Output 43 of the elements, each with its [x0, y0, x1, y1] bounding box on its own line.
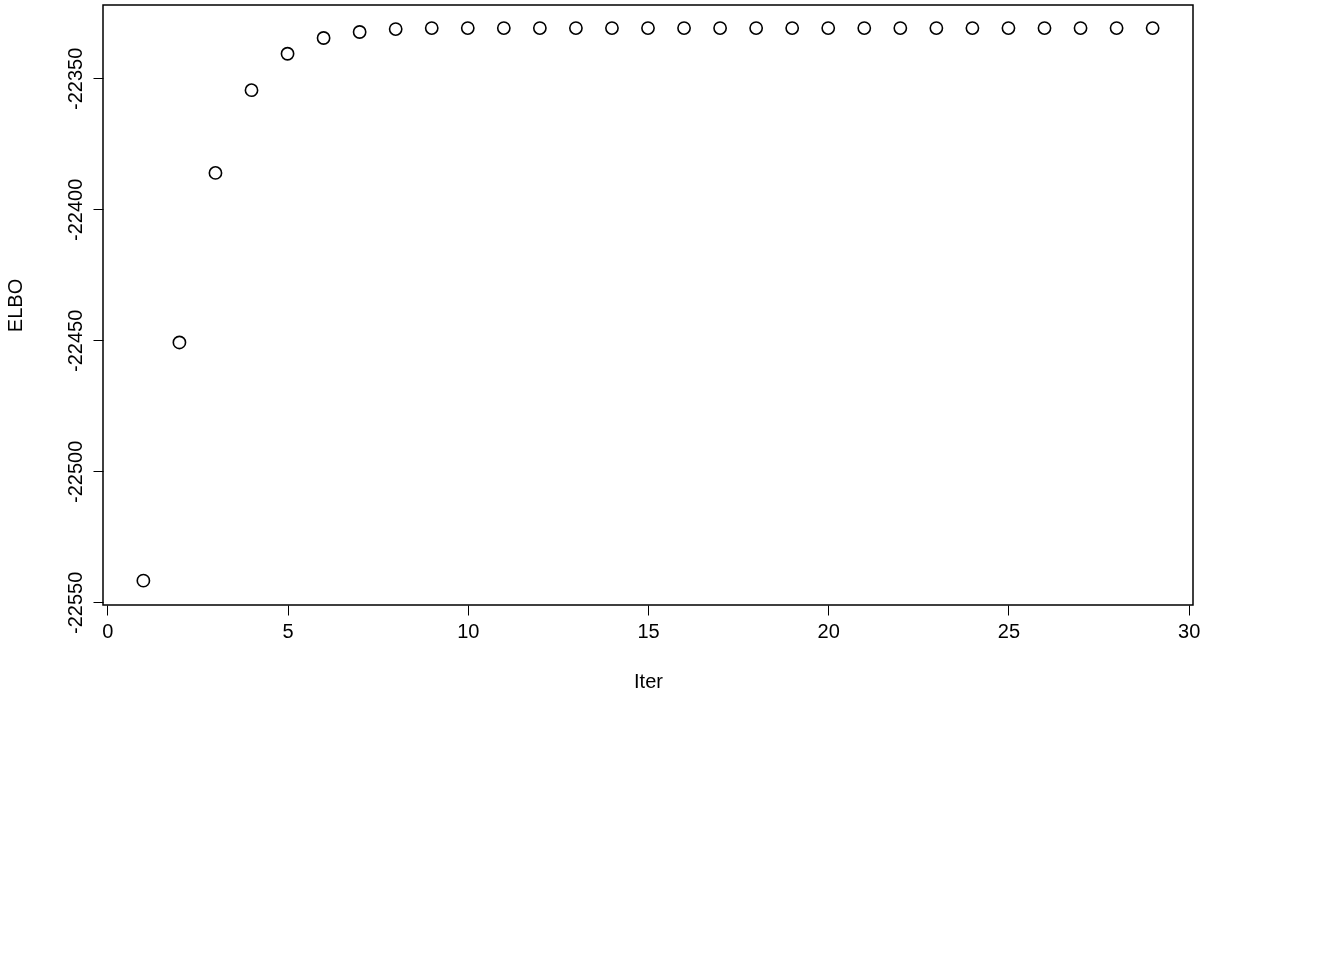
point — [893, 21, 908, 35]
point — [929, 21, 944, 35]
point — [532, 21, 547, 35]
x-tick-label: 0 — [102, 619, 114, 642]
x-tick-label: 5 — [282, 619, 294, 642]
point — [568, 21, 583, 35]
point — [713, 21, 728, 35]
point — [244, 83, 259, 98]
point — [1073, 21, 1088, 35]
x-tick-label: 15 — [637, 619, 660, 642]
x-tick-label: 30 — [1178, 619, 1201, 642]
x-tick-label: 10 — [457, 619, 480, 642]
point — [1037, 21, 1052, 35]
point — [1145, 21, 1160, 35]
point — [785, 21, 800, 35]
y-tick-label: -22350 — [63, 47, 86, 110]
point — [388, 22, 403, 37]
point — [857, 21, 872, 35]
x-axis-title: Iter — [634, 669, 664, 692]
y-tick-label: -22400 — [63, 178, 86, 242]
point — [352, 25, 367, 39]
point — [136, 573, 151, 588]
point — [172, 335, 187, 350]
point — [316, 31, 331, 45]
point — [208, 166, 223, 180]
point — [965, 21, 980, 35]
point — [605, 21, 619, 35]
y-tick-label: -22500 — [63, 440, 86, 504]
point — [460, 21, 475, 35]
point — [280, 46, 295, 61]
y-tick-label: -22550 — [63, 571, 86, 635]
point — [641, 21, 655, 35]
point — [749, 21, 764, 35]
point — [424, 21, 439, 35]
x-tick-label: 20 — [817, 619, 840, 642]
point — [1001, 21, 1016, 35]
y-axis-title: ELBO — [3, 278, 26, 333]
point — [496, 21, 511, 35]
point — [821, 21, 836, 35]
x-tick-label: 25 — [997, 619, 1021, 642]
point — [677, 21, 691, 35]
point — [1109, 21, 1124, 35]
y-tick-label: -22450 — [63, 309, 86, 373]
